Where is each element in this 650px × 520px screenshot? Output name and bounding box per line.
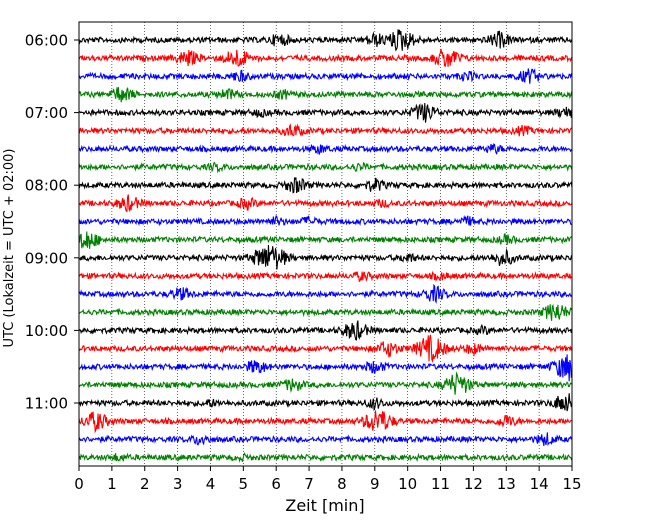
seismo-trace (78, 87, 573, 103)
seismo-trace (78, 432, 573, 447)
x-tick-label: 12 (464, 475, 483, 493)
seismo-trace (78, 371, 573, 395)
seismo-trace (78, 102, 573, 123)
seismo-trace (78, 143, 573, 155)
plot-frame (78, 21, 573, 467)
y-tick-label: 06:00 (25, 32, 68, 50)
y-tick-label: 11:00 (25, 395, 68, 413)
x-tick-label: 1 (107, 475, 117, 493)
seismo-trace (78, 320, 573, 341)
x-tick-label: 0 (74, 475, 84, 493)
x-tick-label: 11 (431, 475, 450, 493)
seismo-trace (78, 123, 573, 137)
grid-lines (78, 22, 573, 466)
seismo-trace (78, 177, 573, 194)
x-tick-label: 4 (206, 475, 216, 493)
x-tick-label: 5 (239, 475, 249, 493)
x-tick-label: 15 (562, 475, 581, 493)
x-tick-label: 8 (337, 475, 347, 493)
seismo-trace (78, 304, 573, 321)
seismo-trace (78, 244, 573, 270)
x-axis-ticks: 0 1 2 3 4 5 6 7 8 9 10 11 12 13 14 15 (74, 466, 582, 493)
seismo-trace (78, 68, 573, 84)
y-tick-label: 10:00 (25, 322, 68, 340)
x-axis-label: Zeit [min] (285, 496, 364, 515)
x-tick-label: 9 (370, 475, 380, 493)
seismo-trace (78, 214, 573, 227)
seismo-trace (78, 283, 573, 305)
y-axis-ticks: 06:00 07:00 08:00 09:00 10:00 11:00 (25, 32, 79, 413)
seismo-trace (78, 48, 573, 68)
seismo-trace (78, 410, 573, 434)
seismo-trace (78, 334, 573, 364)
x-tick-label: 10 (398, 475, 417, 493)
x-tick-label: 7 (304, 475, 314, 493)
seismo-trace (78, 161, 573, 174)
y-tick-label: 09:00 (25, 249, 68, 267)
y-axis-label: UTC (Lokalzeit = UTC + 02:00) (2, 149, 17, 348)
seismo-trace (78, 231, 573, 249)
x-tick-label: 6 (271, 475, 281, 493)
x-tick-label: 13 (497, 475, 516, 493)
seismogram-traces (78, 29, 573, 463)
y-tick-label: 07:00 (25, 104, 68, 122)
seismo-trace (78, 452, 573, 463)
seismo-trace (78, 270, 573, 283)
x-tick-label: 2 (140, 475, 150, 493)
x-tick-label: 3 (173, 475, 183, 493)
seismo-trace (78, 194, 573, 213)
seismo-trace (78, 393, 573, 412)
seismo-trace (78, 354, 573, 382)
seismo-trace (78, 29, 573, 52)
y-tick-label: 08:00 (25, 177, 68, 195)
x-tick-label: 14 (530, 475, 549, 493)
